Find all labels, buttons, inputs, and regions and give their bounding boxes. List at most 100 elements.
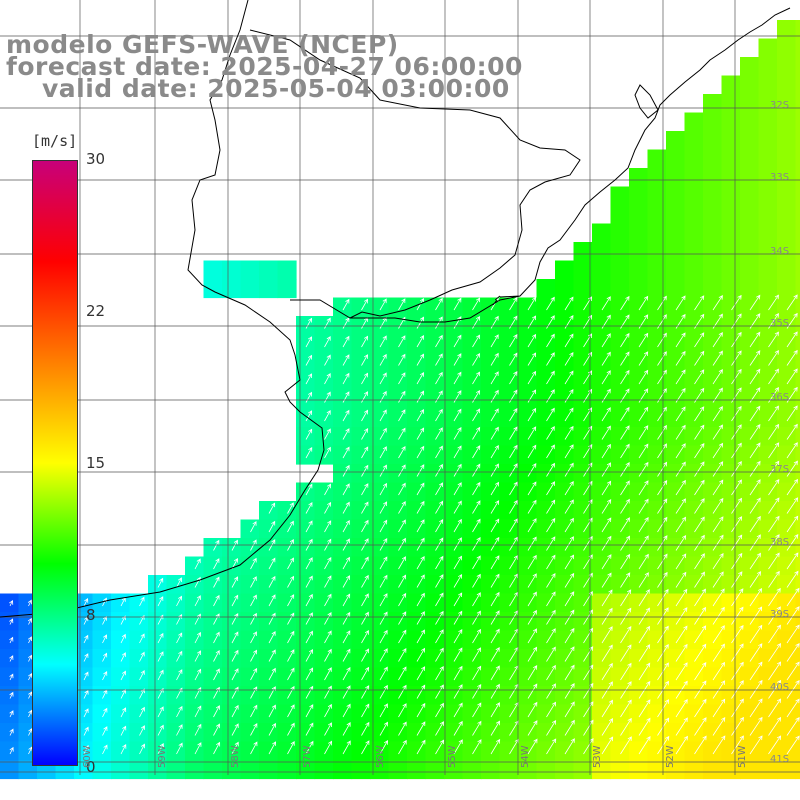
speed-cell [555,371,575,391]
speed-cell [684,649,704,669]
speed-cell [647,667,667,687]
wind-arrow [435,408,443,422]
wind-arrow [379,335,387,348]
wind-arrow [342,556,350,570]
speed-cell [573,390,593,410]
wind-arrow [379,556,388,570]
wind-arrow [490,665,500,681]
wind-arrow [583,682,594,699]
wind-arrow [546,352,555,366]
wind-arrow [287,649,295,662]
wind-arrow [472,315,481,329]
wind-arrow [250,741,258,755]
speed-cell [166,704,186,724]
speed-cell [185,686,205,706]
speed-cell [629,519,649,539]
wind-arrow [342,575,351,588]
speed-cell [333,630,353,650]
wind-arrow [305,428,313,440]
wind-arrow [564,627,575,644]
speed-cell [666,371,686,391]
speed-cell [573,297,593,317]
wind-arrow [731,624,744,644]
speed-cell [684,260,704,280]
wind-arrow [379,446,387,459]
wind-arrow [361,501,369,514]
speed-cell [462,649,482,669]
speed-cell [592,408,612,428]
wind-arrow [638,332,649,348]
wind-arrow [416,592,425,607]
speed-cell [740,94,760,114]
speed-cell [684,538,704,558]
wind-arrow [490,500,500,514]
wind-arrow [749,405,761,422]
speed-cell [758,168,778,188]
wind-arrow [213,668,220,681]
speed-cell [592,279,612,299]
wind-arrow [342,464,350,477]
wind-arrow [712,461,724,477]
speed-cell [740,760,760,780]
wind-arrow [527,407,537,422]
wind-arrow [694,606,707,625]
speed-cell [795,205,800,225]
speed-cell [666,297,686,317]
wind-arrow [638,425,649,440]
speed-cell [629,334,649,354]
speed-cell [721,390,741,410]
wind-arrow [546,462,555,477]
wind-arrow [657,553,668,570]
wind-arrow [638,589,650,607]
wind-arrow [583,719,594,736]
speed-cell [795,556,800,576]
wind-arrow [268,557,276,570]
wind-arrow [324,317,331,329]
wind-arrow [305,593,313,607]
speed-cell [684,704,704,724]
wind-arrow [768,661,782,681]
wind-arrow [453,334,462,348]
wind-arrow [694,295,705,311]
wind-arrow [712,534,724,551]
speed-cell [388,630,408,650]
wind-arrow [564,351,574,366]
speed-cell [573,519,593,539]
wind-arrow [546,701,556,718]
speed-cell [351,556,371,576]
wind-arrow [601,572,612,588]
wind-arrow [768,570,780,588]
speed-cell [148,760,168,780]
wind-arrow [731,661,744,681]
valid-date: valid date: 2025-05-04 03:00:00 [42,74,510,103]
speed-cell [111,686,131,706]
speed-cell [296,334,316,354]
latitude-label: 39S [770,609,790,620]
colorbar-tick: 8 [86,606,96,624]
wind-arrow [416,555,425,570]
wind-arrow [694,406,705,422]
wind-arrow [601,407,611,422]
speed-cell [592,649,612,669]
wind-arrow [731,680,744,699]
speed-cell [573,667,593,687]
wind-arrow [657,369,667,385]
wind-arrow [9,746,14,755]
wind-arrow [453,665,463,681]
wind-arrow [675,643,688,662]
speed-cell [555,704,575,724]
wind-arrow [620,589,632,607]
speed-cell [777,427,797,447]
speed-cell [647,427,667,447]
wind-arrow [675,717,688,736]
wind-arrow [361,335,368,348]
wind-arrow [287,594,295,607]
speed-cell [610,223,630,243]
wind-arrow [786,349,798,366]
wind-arrow [731,368,742,385]
speed-cell [777,390,797,410]
wind-arrow [638,736,651,755]
wind-arrow [453,573,463,588]
wind-arrow [564,646,575,662]
speed-cell [740,57,760,77]
